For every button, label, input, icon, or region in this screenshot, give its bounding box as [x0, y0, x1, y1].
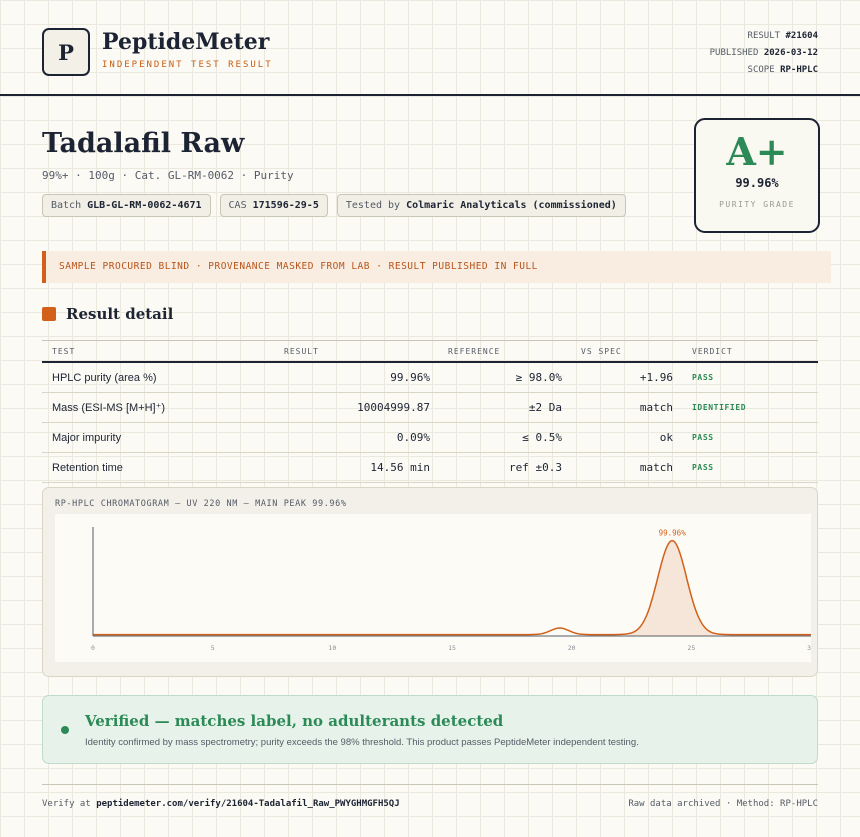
cell-vs-spec: match: [639, 461, 673, 474]
cell-test: HPLC purity (area %): [52, 371, 157, 384]
cell-reference: ≤ 0.5%: [522, 431, 562, 444]
grade-letter: A+: [726, 129, 788, 174]
cell-vs-spec: +1.96: [639, 371, 673, 384]
x-tick-label: 30: [807, 644, 811, 652]
verified-text: Identity confirmed by mass spectrometry;…: [85, 737, 639, 748]
cell-verdict: IDENTIFIED: [692, 403, 747, 412]
brand-subtitle: INDEPENDENT TEST RESULT: [102, 60, 273, 70]
result-table: TEST RESULT REFERENCE VS SPEC VERDICT HP…: [42, 340, 818, 483]
product-chips: Batch GLB-GL-RM-0062-4671 CAS 171596-29-…: [42, 194, 626, 217]
col-reference: REFERENCE: [448, 346, 501, 356]
section-heading: Result detail: [42, 305, 173, 323]
x-tick-label: 5: [211, 644, 215, 652]
chromatogram-title: RP-HPLC CHROMATOGRAM — UV 220 NM — MAIN …: [55, 499, 347, 509]
brand-name: PeptideMeter: [102, 29, 270, 55]
cell-verdict: PASS: [692, 373, 714, 382]
meta-published: PUBLISHED 2026-03-12: [709, 48, 818, 58]
cell-verdict: PASS: [692, 433, 714, 442]
main-peak-area: [629, 540, 715, 636]
cell-reference: ≥ 98.0%: [515, 371, 562, 384]
cas-chip: CAS 171596-29-5: [219, 194, 328, 217]
verify-label: Verify at: [42, 799, 91, 809]
chromatogram-line: [93, 539, 811, 636]
cell-result: 10004999.87: [357, 401, 430, 414]
cell-test: Mass (ESI-MS [M+H]⁺): [52, 402, 166, 414]
chromatogram-plot: 0 5 10 15 20 25 30 99.96%: [55, 514, 815, 662]
product-title: Tadalafil Raw: [42, 128, 245, 159]
chromatogram-panel: RP-HPLC CHROMATOGRAM — UV 220 NM — MAIN …: [42, 487, 818, 677]
tested-by-chip: Tested by Colmaric Analyticals (commissi…: [336, 194, 626, 217]
table-row: HPLC purity (area %) 99.96% ≥ 98.0% +1.9…: [42, 363, 818, 393]
grade-caption: PURITY GRADE: [719, 200, 795, 209]
peak-label: 99.96%: [659, 529, 687, 538]
x-tick-label: 15: [448, 644, 456, 652]
cell-vs-spec: ok: [659, 431, 673, 444]
grade-value: 99.96%: [735, 176, 779, 190]
cell-test: Retention time: [52, 461, 123, 474]
verified-panel: Verified — matches label, no adulterants…: [42, 695, 818, 764]
x-tick-label: 0: [91, 644, 95, 652]
footer-verify: Verify at peptidemeter.com/verify/21604-…: [42, 799, 400, 809]
verify-link[interactable]: peptidemeter.com/verify/21604-Tadalafil_…: [96, 799, 400, 809]
footer-divider: [42, 784, 818, 785]
verified-title: Verified — matches label, no adulterants…: [85, 712, 504, 730]
table-row: Major impurity 0.09% ≤ 0.5% ok PASS: [42, 423, 818, 453]
cell-result: 0.09%: [396, 431, 430, 444]
cell-test: Major impurity: [52, 431, 122, 444]
table-row: Mass (ESI-MS [M+H]⁺) 10004999.87 ±2 Da m…: [42, 393, 818, 423]
batch-chip: Batch GLB-GL-RM-0062-4671: [42, 194, 211, 217]
col-vs-spec: VS SPEC: [581, 346, 622, 356]
x-tick-label: 10: [328, 644, 336, 652]
x-tick-label: 20: [568, 644, 576, 652]
meta-result: RESULT #21604: [747, 31, 818, 41]
cell-result: 99.96%: [390, 371, 430, 384]
table-row: Retention time 14.56 min ref ±0.3 match …: [42, 453, 818, 483]
page-header: P PeptideMeter INDEPENDENT TEST RESULT R…: [0, 0, 860, 96]
result-meta: RESULT #21604 PUBLISHED 2026-03-12 SCOPE…: [710, 28, 818, 79]
chromatogram-chart: 0 5 10 15 20 25 30 99.96%: [91, 527, 815, 652]
logo-icon: P: [42, 28, 90, 76]
x-tick-label: 25: [687, 644, 695, 652]
footer-method: Raw data archived · Method: RP-HPLC: [628, 799, 818, 809]
col-result: RESULT: [284, 346, 319, 356]
section-title: Result detail: [66, 305, 174, 323]
provenance-banner: SAMPLE PROCURED BLIND · PROVENANCE MASKE…: [42, 251, 831, 283]
table-header: TEST RESULT REFERENCE VS SPEC VERDICT: [42, 341, 818, 363]
meta-scope: SCOPE RP-HPLC: [747, 65, 818, 75]
col-test: TEST: [52, 346, 76, 356]
cell-verdict: PASS: [692, 463, 714, 472]
section-marker-icon: [42, 307, 56, 321]
product-subline: 99%+ · 100g · Cat. GL-RM-0062 · Purity: [42, 169, 294, 182]
cell-result: 14.56 min: [370, 461, 430, 474]
cell-reference: ±2 Da: [528, 401, 562, 414]
purity-grade-card: A+ 99.96% PURITY GRADE: [694, 118, 820, 233]
col-verdict: VERDICT: [692, 346, 733, 356]
cell-reference: ref ±0.3: [509, 461, 562, 474]
verified-dot-icon: [61, 726, 69, 734]
cell-vs-spec: match: [639, 401, 673, 414]
